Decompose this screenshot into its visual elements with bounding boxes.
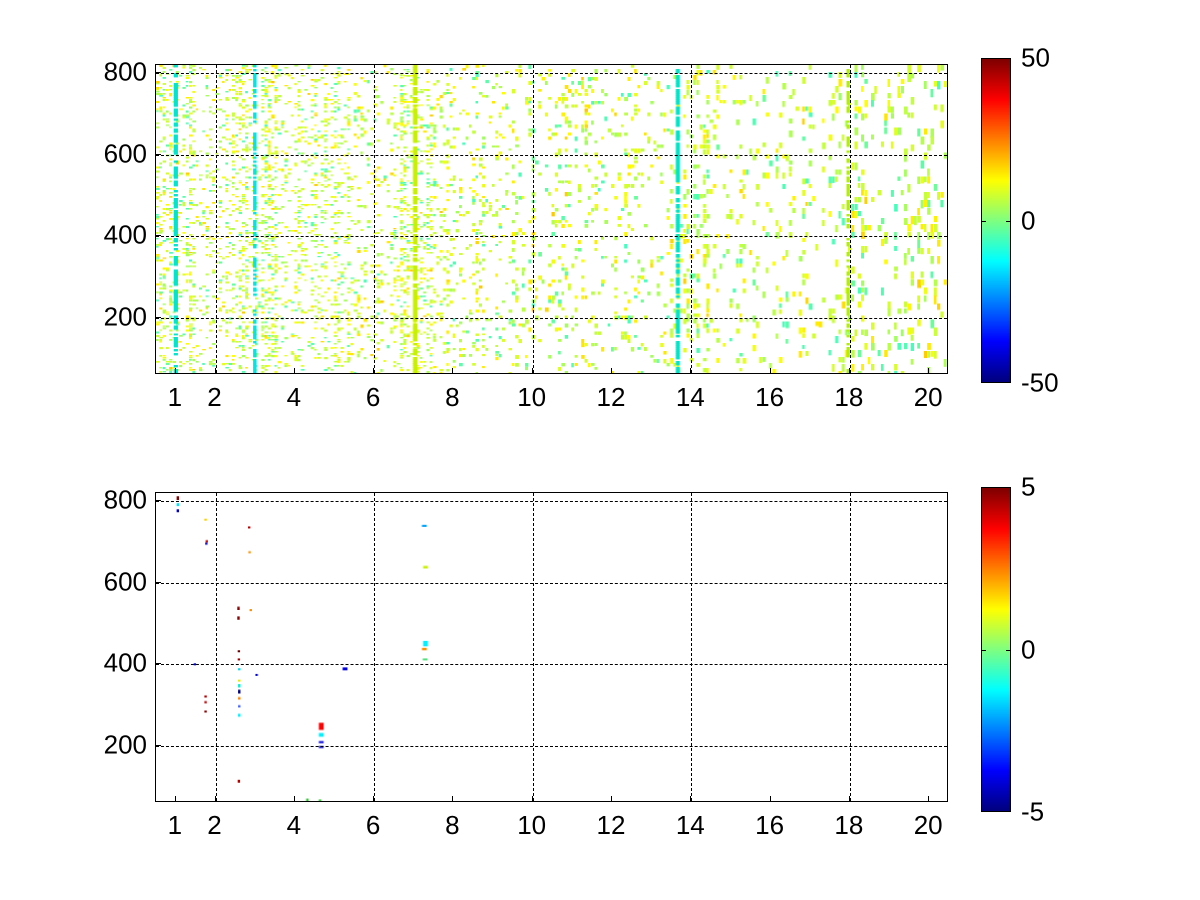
x-tick (373, 368, 375, 374)
x-tick (373, 796, 375, 802)
y-tick (155, 581, 161, 583)
x-tick (531, 368, 533, 374)
x-tick-label: 20 (913, 382, 943, 412)
x-tick (769, 796, 771, 802)
y-tick-label: 600 (103, 138, 147, 169)
colorbar-tick-label: 0 (1021, 205, 1036, 235)
y-tick-label: 200 (103, 729, 147, 760)
colorbar-tick (981, 220, 986, 222)
x-tick (174, 796, 176, 802)
x-tick-label: 2 (207, 382, 222, 412)
x-tick (928, 796, 930, 802)
y-tick-label: 200 (103, 301, 147, 332)
x-tick-label: 14 (675, 810, 705, 840)
colorbar-tick-label: -50 (1021, 367, 1059, 398)
y-tick (155, 744, 161, 746)
y-tick (155, 72, 161, 74)
x-tick-label: 12 (596, 382, 626, 412)
x-tick (611, 796, 612, 802)
bottom-colorbar-gradient (982, 488, 1010, 811)
y-tick-label: 800 (103, 484, 147, 515)
x-tick-label: 16 (755, 810, 785, 840)
x-tick-label: 6 (365, 810, 381, 840)
x-tick-label: 2 (207, 810, 222, 840)
x-tick-label: 1 (167, 810, 183, 840)
x-tick (690, 796, 692, 802)
x-tick (690, 368, 692, 374)
x-tick (214, 368, 216, 374)
x-tick (293, 368, 295, 374)
x-tick-label: 10 (517, 810, 547, 840)
top-colorbar-gradient (982, 59, 1010, 382)
x-tick-label: 8 (445, 810, 460, 840)
colorbar-tick (981, 649, 986, 651)
x-tick-label: 4 (286, 810, 302, 840)
y-tick-label: 800 (103, 56, 147, 87)
colorbar-tick (1006, 220, 1011, 222)
x-tick (611, 368, 612, 374)
top-heatmap-axes[interactable] (155, 64, 948, 374)
x-tick-label: 4 (286, 382, 302, 412)
y-tick (155, 153, 161, 155)
y-tick (155, 500, 161, 502)
y-tick (155, 235, 161, 237)
x-tick-label: 6 (365, 382, 381, 412)
top-heatmap-image (156, 65, 947, 373)
x-tick (848, 368, 850, 374)
x-tick (452, 368, 454, 374)
colorbar-tick (1006, 649, 1011, 651)
x-tick (214, 796, 216, 802)
y-tick-label: 400 (103, 219, 147, 250)
bottom-heatmap-image (156, 493, 947, 801)
x-tick-label: 20 (913, 810, 943, 840)
x-tick-label: 16 (755, 382, 785, 412)
colorbar-tick-label: 50 (1021, 42, 1050, 73)
y-tick (155, 316, 161, 318)
y-tick-label: 600 (103, 566, 147, 597)
x-tick (769, 368, 771, 374)
x-tick-label: 14 (675, 382, 705, 412)
y-tick-label: 400 (103, 647, 147, 678)
colorbar-tick-label: 5 (1021, 471, 1036, 502)
x-tick-label: 18 (834, 810, 864, 840)
x-tick-label: 10 (517, 382, 547, 412)
bottom-heatmap-axes[interactable] (155, 492, 948, 802)
x-tick (293, 796, 295, 802)
x-tick-label: 1 (167, 382, 183, 412)
colorbar-tick-label: 0 (1021, 634, 1036, 664)
x-tick-label: 18 (834, 382, 864, 412)
x-tick (452, 796, 454, 802)
x-tick-label: 12 (596, 810, 626, 840)
x-tick (174, 368, 176, 374)
x-tick-label: 8 (445, 382, 460, 412)
y-tick (155, 663, 161, 665)
x-tick (928, 368, 930, 374)
colorbar-tick-label: -5 (1021, 796, 1045, 827)
x-tick (531, 796, 533, 802)
x-tick (848, 796, 850, 802)
